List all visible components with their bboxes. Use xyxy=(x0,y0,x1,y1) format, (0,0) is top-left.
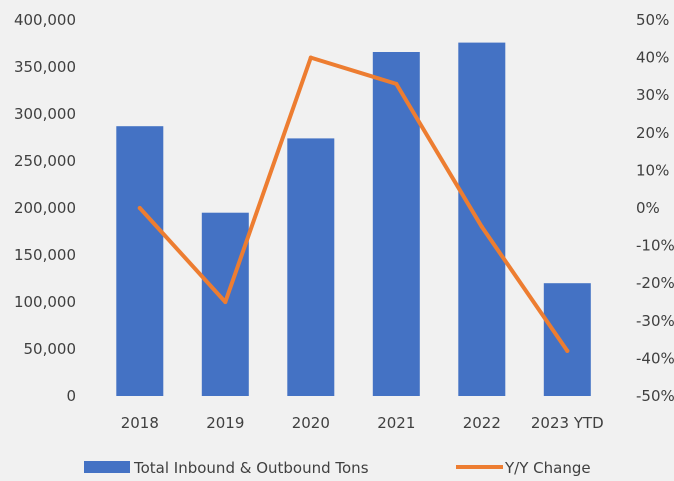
bar-2018 xyxy=(116,126,164,396)
x-tick-label: 2023 YTD xyxy=(531,414,604,432)
legend-label-line: Y/Y Change xyxy=(504,459,591,477)
right-tick-label: 40% xyxy=(636,49,669,67)
left-tick-label: 0 xyxy=(66,387,76,405)
right-tick-label: -40% xyxy=(636,349,674,367)
yoy-point-2020 xyxy=(308,55,313,60)
right-tick-label: 10% xyxy=(636,161,669,179)
right-tick-label: -10% xyxy=(636,237,674,255)
right-tick-label: -30% xyxy=(636,312,674,330)
right-axis: -50% -40% -30% -20% -10% 0% 10% 20% 30% 40% 50% xyxy=(636,11,674,405)
x-tick-label: 2019 xyxy=(206,414,244,432)
left-tick-label: 400,000 xyxy=(14,11,76,29)
yoy-change-line xyxy=(137,55,570,353)
x-tick-label: 2018 xyxy=(121,414,159,432)
left-tick-label: 100,000 xyxy=(14,293,76,311)
x-axis: 2018 2019 2020 2021 2022 2023 YTD xyxy=(121,414,604,432)
line-series xyxy=(137,55,570,353)
left-tick-label: 150,000 xyxy=(14,246,76,264)
bar-2021 xyxy=(372,52,420,396)
yoy-point-2021 xyxy=(394,81,399,86)
yoy-point-2019 xyxy=(223,300,228,304)
left-tick-label: 250,000 xyxy=(14,152,76,170)
right-tick-label: 30% xyxy=(636,86,669,104)
legend: Total Inbound & Outbound Tons Y/Y Change xyxy=(84,459,591,477)
right-tick-label: 20% xyxy=(636,124,669,142)
bar-2020 xyxy=(287,138,335,396)
x-tick-label: 2021 xyxy=(377,414,415,432)
left-tick-label: 200,000 xyxy=(14,199,76,217)
right-tick-label: 50% xyxy=(636,11,669,29)
left-tick-label: 300,000 xyxy=(14,105,76,123)
right-tick-label: -20% xyxy=(636,274,674,292)
legend-swatch-bars xyxy=(84,461,130,473)
right-tick-label: -50% xyxy=(636,387,674,405)
yoy-point-2022 xyxy=(479,224,484,229)
left-axis: 0 50,000 100,000 150,000 200,000 250,000 300,0… xyxy=(14,11,76,405)
x-tick-label: 2022 xyxy=(463,414,501,432)
bar-2023-ytd xyxy=(543,283,591,396)
bar-series xyxy=(116,42,591,396)
left-tick-label: 50,000 xyxy=(24,340,77,358)
yoy-point-2023-ytd xyxy=(565,348,570,353)
x-tick-label: 2020 xyxy=(292,414,330,432)
yoy-point-2018 xyxy=(137,206,142,210)
legend-label-bars: Total Inbound & Outbound Tons xyxy=(133,459,369,477)
left-tick-label: 350,000 xyxy=(14,58,76,76)
bar-2019 xyxy=(201,212,249,396)
bar-2022 xyxy=(458,42,506,396)
right-tick-label: 0% xyxy=(636,199,660,217)
